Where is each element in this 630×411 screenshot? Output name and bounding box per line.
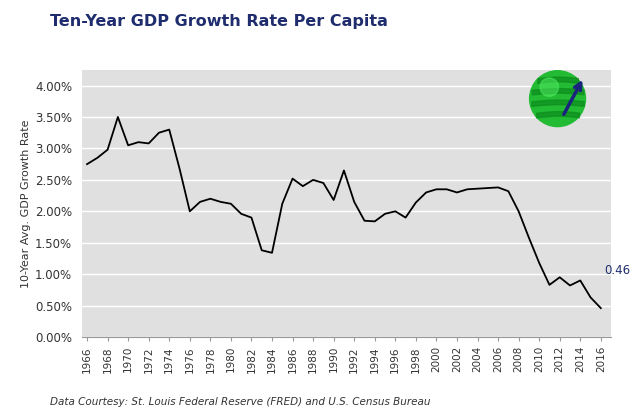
Circle shape	[540, 78, 559, 96]
Y-axis label: 10-Year Avg. GDP Growth Rate: 10-Year Avg. GDP Growth Rate	[21, 119, 31, 288]
Text: Ten-Year GDP Growth Rate Per Capita: Ten-Year GDP Growth Rate Per Capita	[50, 14, 388, 29]
Text: Data Courtesy: St. Louis Federal Reserve (FRED) and U.S. Census Bureau: Data Courtesy: St. Louis Federal Reserve…	[50, 397, 431, 407]
Text: 0.46%: 0.46%	[604, 264, 630, 277]
Circle shape	[530, 71, 585, 127]
